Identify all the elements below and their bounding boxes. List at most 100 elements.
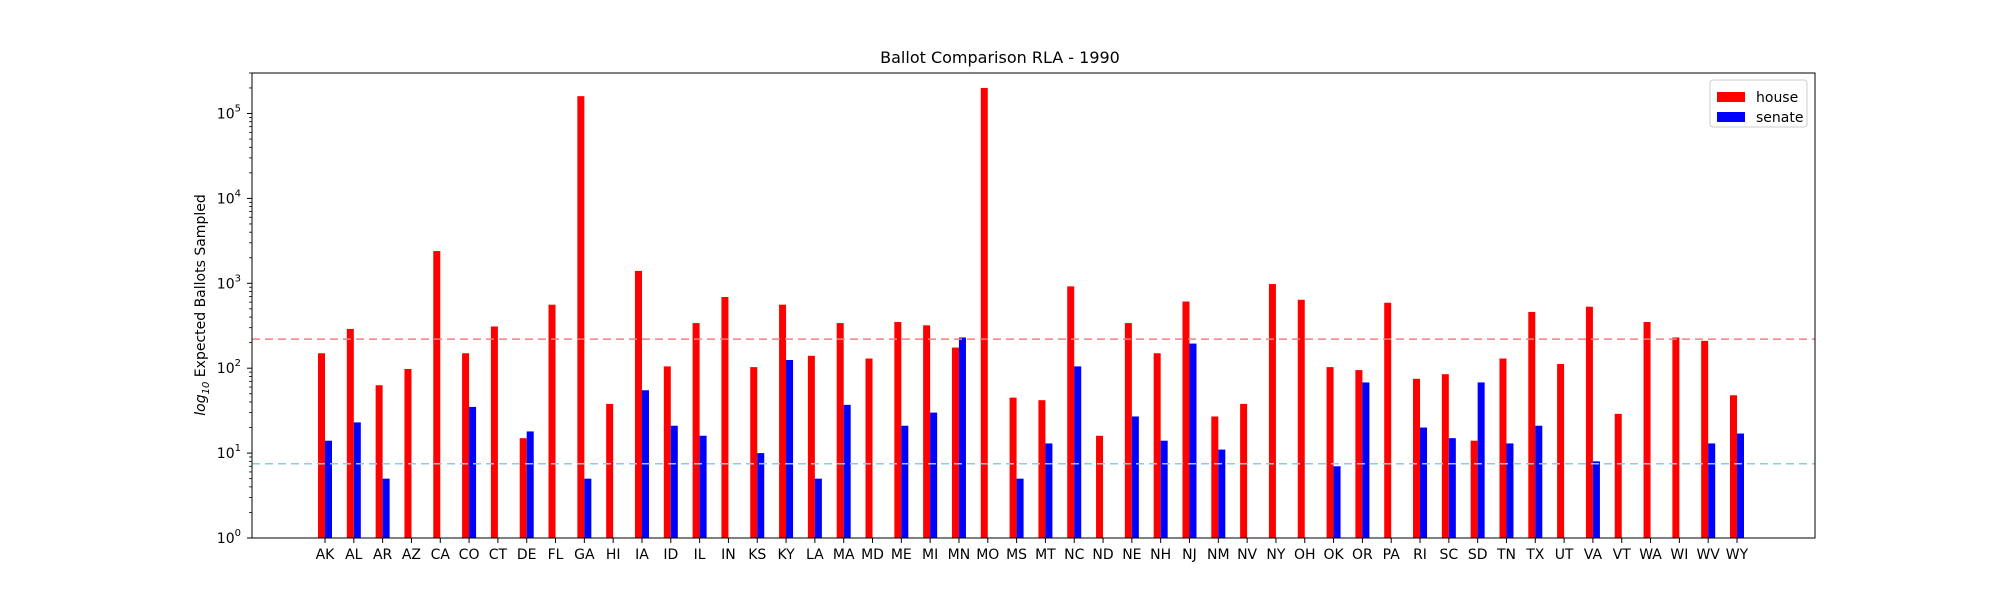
bar-house-WI <box>1672 337 1680 538</box>
bar-house-IL <box>692 323 700 538</box>
bar-house-OR <box>1355 370 1363 538</box>
bar-senate-GA <box>584 478 592 538</box>
y-tick-label-1: 101 <box>217 443 241 462</box>
x-tick-label-MO: MO <box>976 547 999 563</box>
x-tick-label-WV: WV <box>1696 547 1720 563</box>
legend-label-house: house <box>1756 90 1798 106</box>
x-tick-label-NY: NY <box>1266 547 1285 563</box>
y-tick-label-3: 103 <box>217 273 241 292</box>
x-tick-label-DE: DE <box>517 547 537 563</box>
bar-house-AZ <box>404 368 412 538</box>
bar-senate-NC <box>1074 366 1082 538</box>
bar-senate-WY <box>1737 433 1744 538</box>
bar-house-MD <box>865 358 873 538</box>
x-tick-label-MT: MT <box>1035 547 1056 563</box>
bar-house-WY <box>1730 395 1737 538</box>
x-tick-label-TN: TN <box>1496 547 1516 563</box>
bar-house-OK <box>1326 367 1334 538</box>
bar-senate-MN <box>958 337 966 538</box>
bar-house-ME <box>894 322 902 538</box>
bar-house-IA <box>634 270 642 538</box>
legend-swatch-house <box>1717 92 1745 102</box>
x-tick-label-CT: CT <box>489 547 508 563</box>
x-tick-label-TX: TX <box>1525 547 1545 563</box>
bar-house-ND <box>1096 435 1104 538</box>
x-tick-label-WI: WI <box>1670 547 1688 563</box>
legend-label-senate: senate <box>1756 110 1803 126</box>
x-tick-label-NH: NH <box>1150 547 1171 563</box>
bar-senate-RI <box>1420 427 1428 538</box>
x-tick-label-MN: MN <box>948 547 971 563</box>
bar-senate-AL <box>353 422 361 538</box>
bar-house-NV <box>1240 403 1248 538</box>
x-tick-label-NJ: NJ <box>1182 547 1197 563</box>
bar-house-NY <box>1268 284 1276 538</box>
bar-house-PA <box>1384 302 1392 538</box>
bar-house-NC <box>1067 286 1075 538</box>
legend: house senate <box>1709 79 1808 128</box>
bar-house-NH <box>1153 353 1161 538</box>
x-tick-label-CA: CA <box>431 547 451 563</box>
x-tick-label-AK: AK <box>316 547 336 563</box>
x-tick-label-AR: AR <box>373 547 393 563</box>
bar-senate-OR <box>1362 382 1370 538</box>
bar-house-TN <box>1499 358 1507 538</box>
bar-house-RI <box>1413 378 1421 538</box>
x-tick-label-MD: MD <box>861 547 884 563</box>
x-tick-label-LA: LA <box>806 547 824 563</box>
x-tick-label-MS: MS <box>1006 547 1027 563</box>
bar-house-KS <box>750 367 758 538</box>
x-tick-label-MA: MA <box>833 547 855 563</box>
bar-senate-MS <box>1016 478 1024 538</box>
bar-senate-NJ <box>1189 343 1197 538</box>
bar-house-AR <box>375 385 383 538</box>
bar-house-NJ <box>1182 301 1190 538</box>
y-axis-label: log10 Expected Ballots Sampled <box>193 194 212 415</box>
x-tick-label-RI: RI <box>1413 547 1427 563</box>
x-tick-label-OR: OR <box>1352 547 1373 563</box>
bar-house-AK <box>318 353 325 538</box>
x-tick-label-VT: VT <box>1613 547 1632 563</box>
bar-senate-MT <box>1045 443 1053 538</box>
bar-senate-CO <box>469 406 477 538</box>
plot-frame <box>251 72 1816 539</box>
bar-house-NE <box>1124 323 1132 538</box>
bar-senate-NH <box>1160 440 1168 538</box>
bar-house-SC <box>1441 374 1449 538</box>
bar-senate-SD <box>1477 382 1485 538</box>
bar-house-WA <box>1643 322 1651 538</box>
bar-house-KY <box>779 304 787 538</box>
x-tick-label-UT: UT <box>1555 547 1574 563</box>
bar-house-HI <box>606 403 614 538</box>
bar-senate-VA <box>1592 461 1600 538</box>
bar-senate-KS <box>757 453 765 538</box>
bar-senate-SC <box>1448 438 1456 538</box>
bar-house-CT <box>490 326 498 538</box>
x-tick-label-NE: NE <box>1122 547 1141 563</box>
y-tick-label-5: 105 <box>217 104 241 123</box>
bar-house-GA <box>577 96 585 538</box>
bar-senate-LA <box>814 478 822 538</box>
bar-house-VT <box>1614 413 1622 538</box>
x-tick-label-ID: ID <box>663 547 678 563</box>
bar-house-MT <box>1038 400 1046 538</box>
bar-house-IN <box>721 296 729 538</box>
x-tick-label-NV: NV <box>1237 547 1257 563</box>
y-tick-label-0: 100 <box>217 528 241 547</box>
bar-house-MS <box>1009 397 1017 538</box>
bar-senate-KY <box>786 359 794 538</box>
x-tick-label-ND: ND <box>1092 547 1113 563</box>
y-axis-label-suffix: Expected Ballots Sampled <box>193 194 209 381</box>
bar-house-CO <box>462 353 470 538</box>
x-tick-label-GA: GA <box>574 547 595 563</box>
x-tick-label-PA: PA <box>1383 547 1401 563</box>
bar-house-TX <box>1528 311 1536 538</box>
plot-area: AK AL AR AZ CA CO CT DE FL GA HI IA ID IL IN KS KY LA MA MD… <box>217 72 1815 563</box>
bar-senate-IL <box>699 435 707 538</box>
bar-house-MN <box>951 347 959 538</box>
x-tick-label-IL: IL <box>694 547 706 563</box>
x-tick-label-OH: OH <box>1294 547 1316 563</box>
bar-house-LA <box>807 355 815 538</box>
bar-senate-MA <box>843 404 851 538</box>
